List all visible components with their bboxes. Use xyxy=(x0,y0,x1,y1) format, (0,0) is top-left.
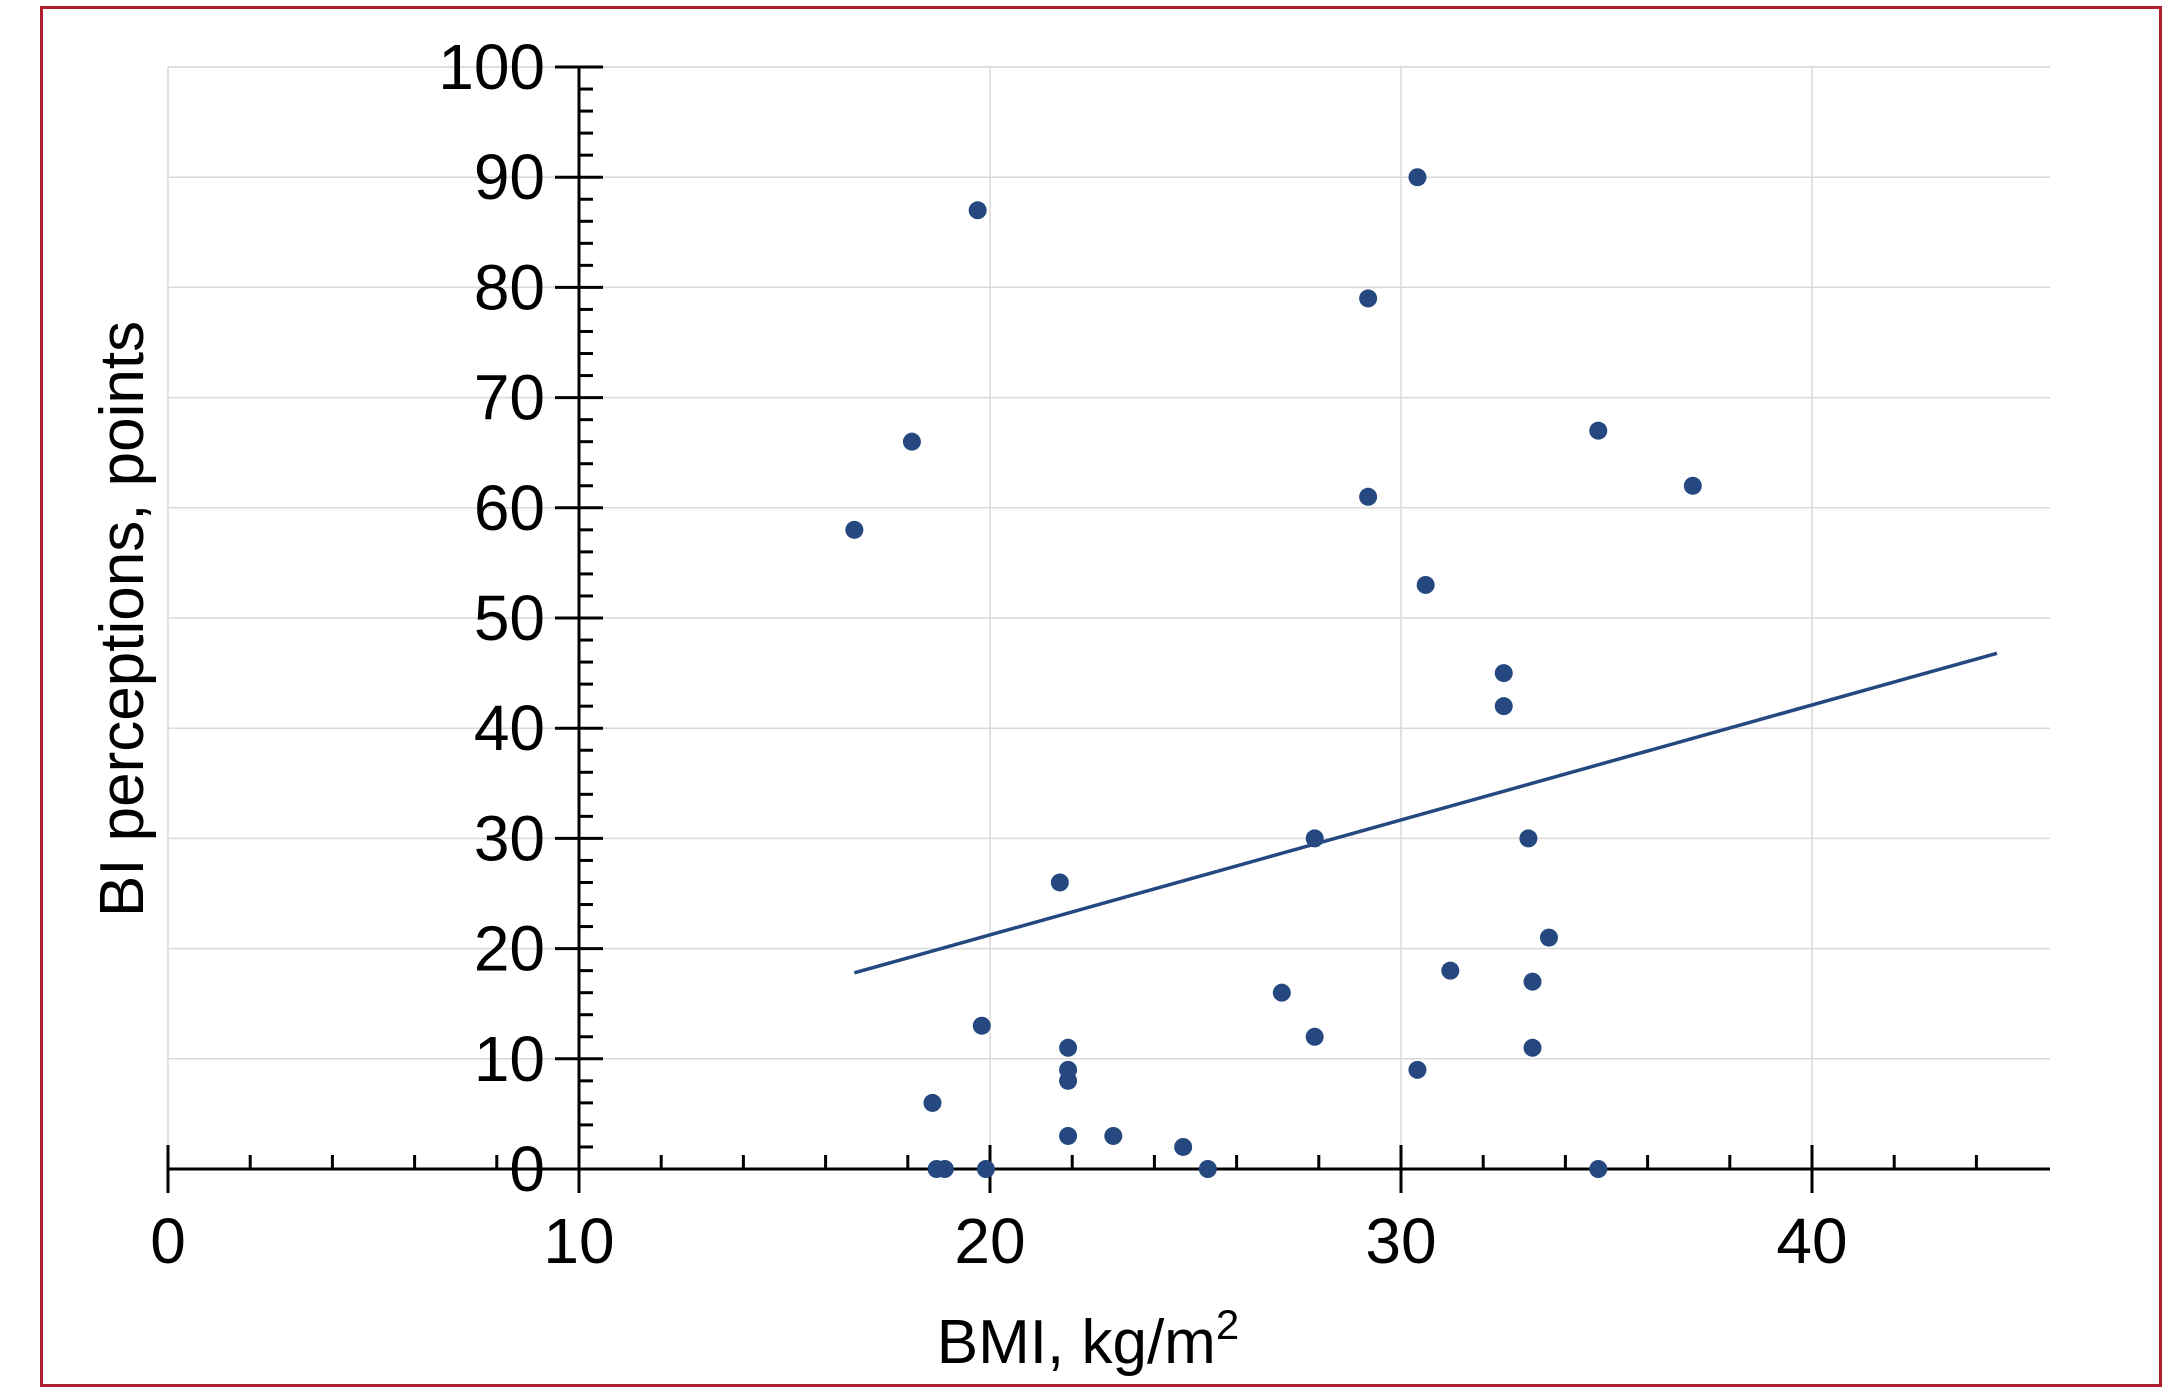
data-point xyxy=(1539,928,1558,947)
y-tick-label: 90 xyxy=(474,141,545,213)
data-point xyxy=(1198,1160,1217,1178)
y-tick-label: 40 xyxy=(474,692,545,764)
y-tick-label: 0 xyxy=(509,1133,545,1205)
data-point xyxy=(1589,421,1608,440)
y-tick-label: 100 xyxy=(438,31,545,103)
y-tick-label: 20 xyxy=(474,913,545,985)
data-points xyxy=(845,168,1702,1178)
trendline-layer xyxy=(853,651,1998,975)
data-point xyxy=(902,432,921,451)
data-point xyxy=(1589,1160,1608,1178)
y-tick-label: 30 xyxy=(474,802,545,874)
y-tick-label: 80 xyxy=(474,251,545,323)
gridlines xyxy=(167,66,2050,1169)
data-point xyxy=(1305,1027,1324,1046)
x-axis-title-superscript: 2 xyxy=(1216,1301,1239,1348)
data-point xyxy=(1059,1126,1078,1145)
data-point xyxy=(1305,829,1324,848)
x-tick-label: 0 xyxy=(150,1205,186,1277)
x-tick-label: 20 xyxy=(954,1205,1025,1277)
chart-frame: 0 10 20 30 40 50 60 70 80 90 100 0 10 20 30 40 BMI, kg/… xyxy=(40,6,2162,1387)
axes xyxy=(166,65,2050,1193)
data-point xyxy=(845,520,864,539)
data-point xyxy=(1494,697,1513,716)
x-tick-label: 30 xyxy=(1365,1205,1436,1277)
data-point xyxy=(1359,289,1378,308)
data-point xyxy=(1174,1137,1193,1156)
trendline xyxy=(853,651,1998,975)
data-point xyxy=(1416,575,1435,594)
data-point xyxy=(1408,1060,1427,1079)
data-point xyxy=(1050,873,1069,892)
data-point xyxy=(1059,1038,1078,1057)
data-point xyxy=(968,201,987,220)
x-tick-label: 10 xyxy=(543,1205,614,1277)
data-point xyxy=(1683,476,1702,495)
y-axis-title: BI perceptions, points xyxy=(88,321,157,917)
data-point xyxy=(1408,168,1427,187)
data-point xyxy=(1523,972,1542,991)
y-tick-label: 60 xyxy=(474,472,545,544)
data-point xyxy=(1104,1126,1123,1145)
y-tick-label: 10 xyxy=(474,1023,545,1095)
data-point xyxy=(1519,829,1538,848)
data-point xyxy=(923,1093,942,1112)
data-point xyxy=(1523,1038,1542,1057)
y-tick-label: 50 xyxy=(474,582,545,654)
x-axis-title: BMI, kg/m2 xyxy=(937,1301,1239,1377)
data-point xyxy=(1272,983,1291,1002)
data-point xyxy=(1359,487,1378,506)
data-point xyxy=(1059,1071,1078,1090)
data-point xyxy=(935,1160,954,1178)
x-axis-title-text: BMI, kg/m xyxy=(937,1308,1216,1377)
data-point xyxy=(1494,664,1513,683)
data-point xyxy=(976,1160,995,1178)
data-point xyxy=(972,1016,991,1035)
data-point xyxy=(1441,961,1460,980)
y-tick-label: 70 xyxy=(474,362,545,434)
x-tick-label: 40 xyxy=(1776,1205,1847,1277)
